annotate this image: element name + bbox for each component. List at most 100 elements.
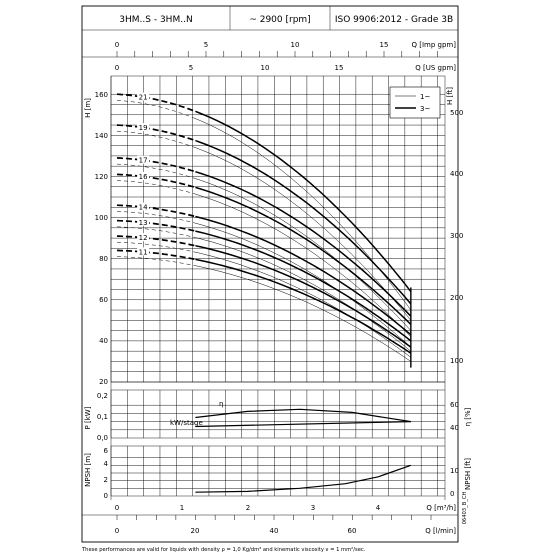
- head-curve-3ph-13: [195, 230, 412, 342]
- ql-tick-0: 0: [115, 527, 119, 535]
- p-tick-1: 0,1: [97, 413, 108, 421]
- h-tick-40: 40: [99, 337, 108, 345]
- us-tick-0: 0: [115, 64, 119, 72]
- q-lmin-label: Q [l/min]: [425, 527, 456, 535]
- h-tick-160: 160: [95, 91, 108, 99]
- npsh-tick-0: 0: [104, 492, 108, 500]
- head-curve-dashed-13: [116, 219, 196, 232]
- head-curve-1ph-dashed-17: [116, 163, 196, 179]
- chart-frame: [81, 5, 459, 543]
- hft-tick-400: 400: [450, 170, 463, 178]
- header-model: 3HM..S - 3HM..N: [119, 15, 192, 25]
- hft-tick-300: 300: [450, 232, 463, 240]
- head-curve-1ph-dashed-13: [116, 226, 196, 238]
- q-lmin-axis: 0 20 40 60 Q [l/min]: [115, 515, 456, 535]
- q-tick-3: 3: [311, 504, 315, 512]
- head-curve-1ph-12: [195, 251, 411, 358]
- stage-label-bg-21: [137, 92, 150, 101]
- q-tick-2: 2: [246, 504, 250, 512]
- h-tick-80: 80: [99, 255, 108, 263]
- head-curve-dashed-11: [116, 249, 196, 261]
- npsh-m-label: NPSH [m]: [84, 453, 92, 487]
- head-curve-1ph-21: [195, 118, 412, 311]
- efficiency-curve: [195, 408, 411, 423]
- npsh-tick-2: 2: [104, 476, 108, 484]
- stage-labels: 21 19 17 16 14 13 12 11: [137, 92, 150, 256]
- stage-label-11: 11: [139, 248, 148, 256]
- head-curve-1ph-14: [195, 222, 411, 348]
- stage-label-12: 12: [139, 234, 148, 242]
- stage-label-bg-16: [137, 172, 150, 181]
- head-curve-1ph-17: [195, 178, 411, 331]
- us-tick-15: 15: [335, 64, 344, 72]
- footnote: These performances are valid for liquids…: [81, 547, 366, 553]
- head-curve-1ph-dashed-21: [116, 100, 196, 119]
- header-standard: ISO 9906:2012 - Grade 3B: [335, 15, 453, 25]
- npsh-ft-tick-0: 0: [450, 490, 454, 498]
- us-tick-10: 10: [261, 64, 270, 72]
- npsh-curve: [195, 464, 411, 493]
- q-tick-1: 1: [180, 504, 184, 512]
- h-m-axis: 20 40 60 80 100 120 140 160 H [m]: [84, 91, 108, 386]
- legend: 1~ 3~: [389, 86, 441, 119]
- npsh-tick-6: 6: [104, 447, 109, 455]
- q-m3h-label: Q [m³/h]: [426, 504, 456, 512]
- p-kw-label: P [kW]: [84, 406, 92, 429]
- h-m-label: H [m]: [84, 98, 92, 118]
- stage-label-17: 17: [139, 157, 148, 165]
- h-ft-label: H [ft]: [446, 87, 454, 105]
- stage-label-16: 16: [139, 173, 148, 181]
- h-tick-120: 120: [95, 173, 108, 181]
- eta-tick-60: 60: [450, 401, 459, 409]
- head-curve-1ph-dashed-19: [116, 130, 196, 148]
- head-curve-dashed-16: [116, 173, 196, 189]
- hft-tick-500: 500: [450, 109, 463, 117]
- legend-3ph: 3~: [420, 105, 430, 113]
- hft-tick-100: 100: [450, 357, 463, 365]
- stage-label-bg-19: [137, 123, 150, 132]
- head-grid: [110, 75, 446, 500]
- h-tick-60: 60: [99, 296, 108, 304]
- ql-tick-20: 20: [191, 527, 200, 535]
- npsh-axis: 0 2 4 6 NPSH [m] 0 10 NPSH [ft]: [84, 447, 472, 500]
- q-m3h-axis: 0 1 2 3 4 Q [m³/h]: [82, 504, 458, 516]
- us-gpm-label: Q [US gpm]: [415, 64, 456, 72]
- head-panel: 21 19 17 16 14 13 12 11: [110, 75, 446, 500]
- h-ft-axis: 100 200 300 400 500 H [ft]: [446, 87, 463, 365]
- head-curve-1ph-13: [195, 237, 411, 352]
- head-curve-1ph-19: [195, 147, 411, 321]
- head-curve-dashed-21: [116, 93, 196, 113]
- imp-gpm-label: Q [Imp gpm]: [412, 41, 457, 49]
- head-curve-dashed-19: [116, 124, 196, 142]
- head-curve-1ph-dashed-11: [116, 256, 196, 266]
- legend-1ph: 1~: [420, 93, 430, 101]
- imp-tick-0: 0: [115, 41, 119, 49]
- h-tick-140: 140: [95, 132, 108, 140]
- npsh-panel: [110, 445, 445, 497]
- head-curve-3ph-14: [195, 215, 412, 336]
- header-row: 3HM..S - 3HM..N ~ 2900 [rpm] ISO 9906:20…: [82, 6, 458, 31]
- q-tick-0: 0: [115, 504, 119, 512]
- stage-label-bg-13: [137, 217, 150, 226]
- head-curve-dashed-14: [116, 204, 196, 218]
- stage-label-bg-11: [137, 247, 150, 256]
- kw-stage-label: kW/stage: [170, 419, 203, 427]
- head-curve-3ph-21: [195, 110, 412, 293]
- eta-curve-label: η: [219, 400, 223, 408]
- head-curve-1ph-dashed-12: [116, 241, 196, 253]
- npsh-tick-4: 4: [104, 460, 109, 468]
- npsh-ft-tick-10: 10: [450, 467, 459, 475]
- us-gpm-axis: 0 5 10 15 Q [US gpm]: [115, 64, 456, 72]
- stage-label-13: 13: [139, 219, 148, 227]
- stage-label-bg-14: [137, 202, 150, 211]
- imp-tick-5: 5: [204, 41, 208, 49]
- h-tick-100: 100: [95, 214, 108, 222]
- head-curve-1ph-dashed-14: [116, 211, 196, 224]
- head-curve-3ph-16: [195, 186, 412, 325]
- head-curve-1ph-16: [195, 193, 411, 337]
- stage-label-19: 19: [139, 124, 148, 132]
- doc-code: 06403_B_CH: [462, 492, 468, 525]
- p-tick-0: 0,0: [97, 434, 108, 442]
